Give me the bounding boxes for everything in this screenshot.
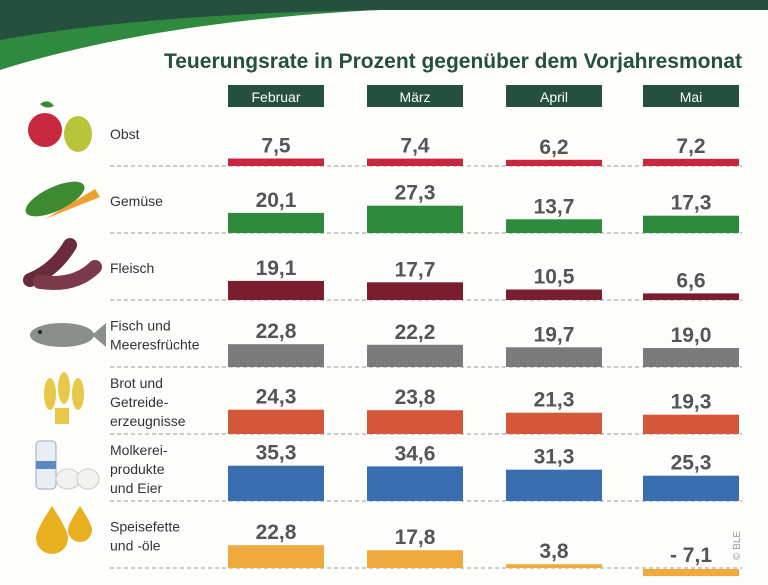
category-label: Speisefette (110, 519, 180, 535)
oil-drops-icon (36, 506, 92, 554)
bar (367, 158, 463, 166)
row-2: Fleisch 19,1 17,7 10,5 6,6 (23, 238, 742, 301)
category-label: produkte (110, 461, 165, 477)
row-3: Fisch und Meeresfrüchte 22,8 22,2 19,7 19,0 (30, 318, 742, 368)
bar (643, 569, 739, 577)
month-header (367, 85, 463, 107)
bar (228, 158, 324, 166)
bar (506, 564, 602, 568)
value-label: 13,7 (534, 195, 575, 218)
bar (643, 348, 739, 367)
value-label: 22,8 (256, 521, 297, 544)
value-label: 6,6 (676, 269, 705, 292)
category-label: Fleisch (110, 260, 154, 276)
value-label: 23,8 (395, 386, 436, 409)
category-label: Molkerei- (110, 442, 168, 458)
month-header (506, 85, 602, 107)
value-label: 22,8 (256, 320, 297, 343)
value-label: 10,5 (534, 266, 575, 289)
value-label: 27,3 (395, 182, 436, 205)
sausage-icon (23, 238, 102, 290)
value-label: 31,3 (534, 446, 575, 469)
bar (643, 215, 739, 233)
bar (228, 344, 324, 367)
bar (643, 293, 739, 300)
milk-eggs-icon (35, 440, 100, 490)
category-label: und Eier (110, 480, 162, 496)
value-label: 19,3 (671, 391, 712, 414)
month-label: Februar (251, 89, 300, 105)
bar (228, 409, 324, 434)
value-label: 17,3 (671, 192, 712, 215)
bar (506, 159, 602, 166)
fruit-icon (28, 101, 92, 152)
row-4: Brot und Getreide-erzeugnisse 24,3 23,8 21,3… (44, 372, 742, 435)
category-label: Getreide- (110, 394, 169, 410)
value-label: - 7,1 (670, 544, 712, 567)
bar (643, 414, 739, 434)
category-label: Fisch und (110, 318, 171, 334)
category-label: Obst (110, 126, 140, 142)
value-label: 7,2 (676, 135, 705, 158)
bar (367, 344, 463, 367)
value-label: 17,8 (395, 526, 436, 549)
bar (643, 475, 739, 501)
bar (228, 280, 324, 300)
bar (367, 466, 463, 501)
credit-text: © BLE (732, 531, 743, 560)
category-label: Brot und (110, 375, 163, 391)
bar (506, 347, 602, 367)
bar (228, 545, 324, 568)
value-label: 34,6 (395, 442, 436, 465)
value-label: 7,5 (261, 135, 291, 158)
value-label: 20,1 (256, 189, 297, 212)
value-label: 19,7 (534, 323, 575, 346)
fish-icon (30, 323, 106, 347)
value-label: 17,7 (395, 258, 436, 281)
value-label: 7,4 (400, 135, 430, 158)
value-label: 19,1 (256, 257, 297, 280)
bar (367, 205, 463, 233)
bar (228, 212, 324, 233)
value-label: 6,2 (539, 136, 568, 159)
row-1: Gemüse 20,1 27,3 13,7 17,3 (25, 181, 742, 234)
bar (367, 282, 463, 300)
bar (367, 550, 463, 568)
value-label: 24,3 (256, 386, 297, 409)
month-label: Mai (680, 89, 703, 105)
value-label: 21,3 (534, 389, 575, 412)
value-label: 35,3 (256, 442, 297, 465)
row-6: Speisefette und -öle 22,8 17,8 3,8 - 7,1 (36, 506, 742, 577)
bar (228, 465, 324, 501)
category-label: Meeresfrüchte (110, 337, 200, 353)
category-label: und -öle (110, 538, 161, 554)
bar (643, 158, 739, 166)
row-0: Obst 7,5 7,4 6,2 7,2 (28, 101, 742, 167)
value-label: 22,2 (395, 321, 436, 344)
bar (506, 219, 602, 233)
month-label: April (540, 89, 568, 105)
wheat-icon (44, 372, 84, 424)
bar (506, 289, 602, 300)
category-label: Gemüse (110, 193, 163, 209)
category-label: erzeugnisse (110, 413, 186, 429)
chart-title: Teuerungsrate in Prozent gegenüber dem V… (164, 50, 742, 73)
bar (367, 410, 463, 434)
vegetable-icon (25, 181, 100, 219)
header-banner (0, 0, 768, 70)
value-label: 25,3 (671, 452, 712, 475)
value-label: 3,8 (539, 540, 569, 563)
value-label: 19,0 (671, 324, 712, 347)
month-header (643, 85, 739, 107)
month-label: März (399, 89, 430, 105)
row-5: Molkerei-produkte und Eier 35,3 34,6 31,3 25,… (35, 440, 742, 502)
bar (506, 469, 602, 501)
bar (506, 412, 602, 434)
month-header (228, 85, 324, 107)
